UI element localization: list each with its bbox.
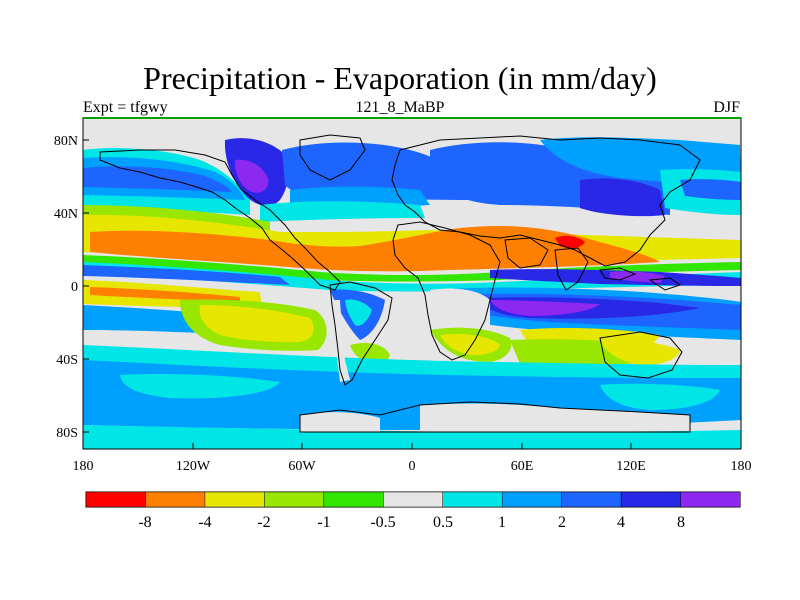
region-nw-pacific-blue (680, 179, 741, 200)
region-antarctic-coast-cyan (83, 425, 741, 449)
colorbar-cell (680, 491, 741, 508)
coast-australia (599, 331, 683, 379)
y-tick-label: 80N (54, 134, 78, 149)
region-n-pacific-blue (83, 166, 232, 192)
region-n-america-violet (234, 159, 269, 193)
colorbar-label: 4 (617, 514, 625, 531)
region-arctic-gray (83, 118, 741, 135)
region-arabia-red (555, 235, 585, 249)
colorbar-label: 8 (677, 514, 685, 531)
colorbar-cell (383, 491, 444, 508)
region-east-asia-darkblue (580, 178, 665, 217)
x-tick-label: 0 (409, 459, 416, 474)
coast-antarctica (299, 401, 691, 433)
coast-arabia (504, 237, 549, 269)
coast-india (554, 247, 589, 291)
region-africa-gray (430, 288, 490, 330)
colorbar-label: 2 (558, 514, 566, 531)
colorbar-cell (561, 491, 622, 508)
colorbar-cell (204, 491, 265, 508)
y-tick-label: 80S (56, 426, 78, 441)
region-australia-yellow (600, 339, 680, 366)
region-e-pacific-orange-core (90, 287, 240, 302)
colorbar: -8 -4 -2 -1 -0.5 0.5 1 2 4 8 (85, 491, 741, 531)
region-itcz-blue (83, 265, 290, 285)
colorbar-label: 1 (498, 514, 506, 531)
y-tick-label: 40N (54, 207, 78, 222)
y-tick-label: 0 (71, 280, 78, 295)
period-label: 121_8_MaBP (355, 99, 445, 116)
region-itcz-cyan (83, 262, 741, 292)
colorbar-cell (145, 491, 206, 508)
coast-eurasia (391, 135, 701, 267)
x-tick-label: 180 (73, 459, 94, 474)
region-s-pacific-yellow (199, 305, 314, 343)
x-tick-label: 180 (731, 459, 752, 474)
y-tick-label: 40S (56, 353, 78, 368)
chart-title: Precipitation - Evaporation (in mm/day) (143, 60, 657, 96)
x-tick-label: 60W (288, 459, 316, 474)
region-europe-cyan (260, 201, 425, 222)
tick-marks (82, 139, 742, 449)
colorbar-label: 0.5 (433, 514, 453, 531)
coast-africa (392, 221, 501, 361)
colorbar-cell (620, 491, 682, 508)
colorbar-label: -8 (138, 514, 151, 531)
region-s-midlat-cyan-patch-2 (600, 383, 720, 410)
region-n-atlantic-blue (282, 142, 470, 200)
coast-greenland (299, 134, 366, 181)
x-tick-label: 120W (176, 459, 211, 474)
coast-north-america (99, 149, 341, 291)
region-spcz-violet (490, 300, 600, 316)
colorbar-cell (501, 491, 563, 508)
colorbar-cell (264, 491, 325, 508)
region-sahara-orange (90, 225, 660, 272)
region-s-america-tip-gray (330, 300, 350, 382)
colorbar-label: -2 (257, 514, 270, 531)
x-tick-label: 60E (511, 459, 534, 474)
precipitation-field (83, 118, 741, 449)
region-antarctica-gray (300, 403, 690, 432)
colorbar-cell (323, 491, 384, 508)
x-tick-label: 120E (616, 459, 646, 474)
coast-south-america (329, 281, 393, 386)
season-label: DJF (713, 99, 740, 116)
region-africa-south-yellow (440, 334, 500, 356)
coastlines (99, 134, 701, 433)
colorbar-cell (85, 491, 146, 508)
colorbar-cells (85, 491, 741, 508)
colorbar-label: -4 (198, 514, 211, 531)
coast-indonesia (599, 267, 682, 291)
region-s-midlat-cyan-patch-1 (120, 373, 280, 399)
experiment-label: Expt = tfgwy (83, 99, 168, 116)
colorbar-label: -0.5 (370, 514, 395, 531)
colorbar-label: -1 (317, 514, 330, 531)
region-s-america-cyan (345, 299, 372, 326)
colorbar-cell (442, 491, 503, 508)
